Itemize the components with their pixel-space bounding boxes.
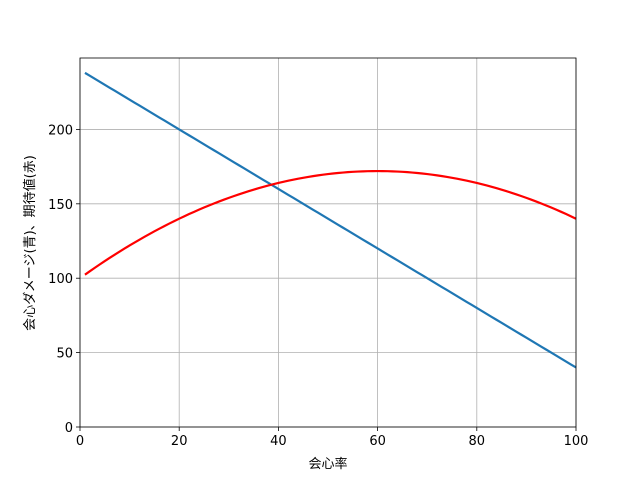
x-tick-label: 100 (564, 434, 589, 449)
y-tick-label: 100 (48, 272, 73, 287)
series-line (84, 169, 577, 276)
y-tick-label: 0 (65, 421, 73, 436)
y-tick-label: 150 (48, 198, 73, 213)
series-line (84, 71, 577, 369)
x-tick-label: 0 (76, 434, 84, 449)
x-axis-label: 会心率 (308, 456, 347, 472)
x-tick-label: 80 (469, 434, 486, 449)
y-axis-label: 会心ダメージ(青)、期待値(赤) (22, 155, 38, 331)
x-tick-label: 40 (270, 434, 287, 449)
x-tick-label: 20 (171, 434, 188, 449)
y-tick-label: 200 (48, 123, 73, 138)
plot-frame (79, 57, 577, 428)
x-tick-label: 60 (369, 434, 386, 449)
y-tick-label: 50 (56, 347, 73, 362)
